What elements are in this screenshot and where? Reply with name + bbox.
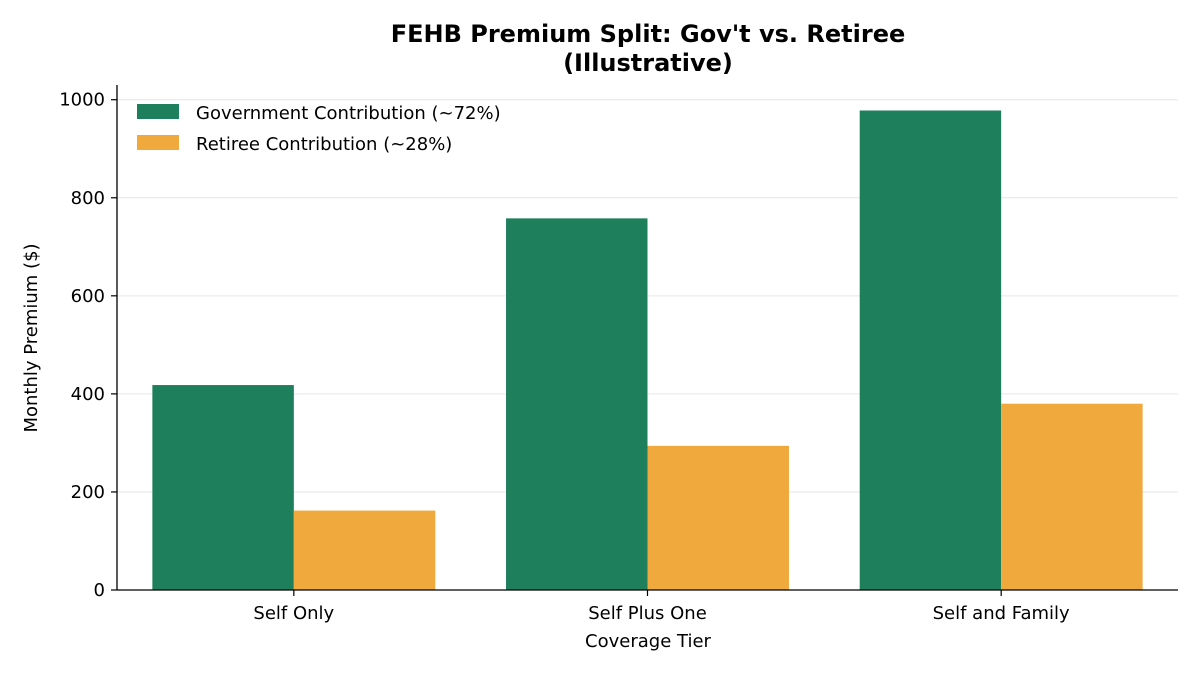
x-tick-label: Self Only <box>253 603 334 624</box>
bar-retiree <box>647 445 789 590</box>
bar-retiree <box>293 510 436 590</box>
bar-government <box>506 218 648 590</box>
x-tick-label: Self Plus One <box>588 603 707 624</box>
legend-label-retiree: Retiree Contribution (~28%) <box>196 134 452 155</box>
y-tick-label: 800 <box>71 188 105 209</box>
chart-subtitle: (Illustrative) <box>563 49 733 77</box>
y-tick-label: 200 <box>71 482 105 503</box>
legend: Government Contribution (~72%) Retiree C… <box>137 103 501 155</box>
y-tick-label: 600 <box>71 286 105 307</box>
y-tick-label: 0 <box>94 580 105 601</box>
bar-government <box>152 385 294 590</box>
legend-label-government: Government Contribution (~72%) <box>196 103 501 124</box>
y-tick-label: 400 <box>71 384 105 405</box>
legend-swatch-government <box>137 104 179 119</box>
y-axis-label: Monthly Premium ($) <box>21 243 42 432</box>
bar-government <box>859 110 1002 590</box>
x-axis-label: Coverage Tier <box>585 631 711 652</box>
legend-swatch-retiree <box>137 135 179 150</box>
bars <box>152 110 1143 590</box>
y-tick-labels: 0 200 400 600 800 1000 <box>59 90 117 601</box>
chart-title: FEHB Premium Split: Gov't vs. Retiree <box>391 20 906 48</box>
y-tick-label: 1000 <box>59 90 105 111</box>
x-tick-labels: Self Only Self Plus One Self and Family <box>253 590 1070 624</box>
bar-retiree <box>1001 403 1143 590</box>
x-tick-label: Self and Family <box>933 603 1070 624</box>
